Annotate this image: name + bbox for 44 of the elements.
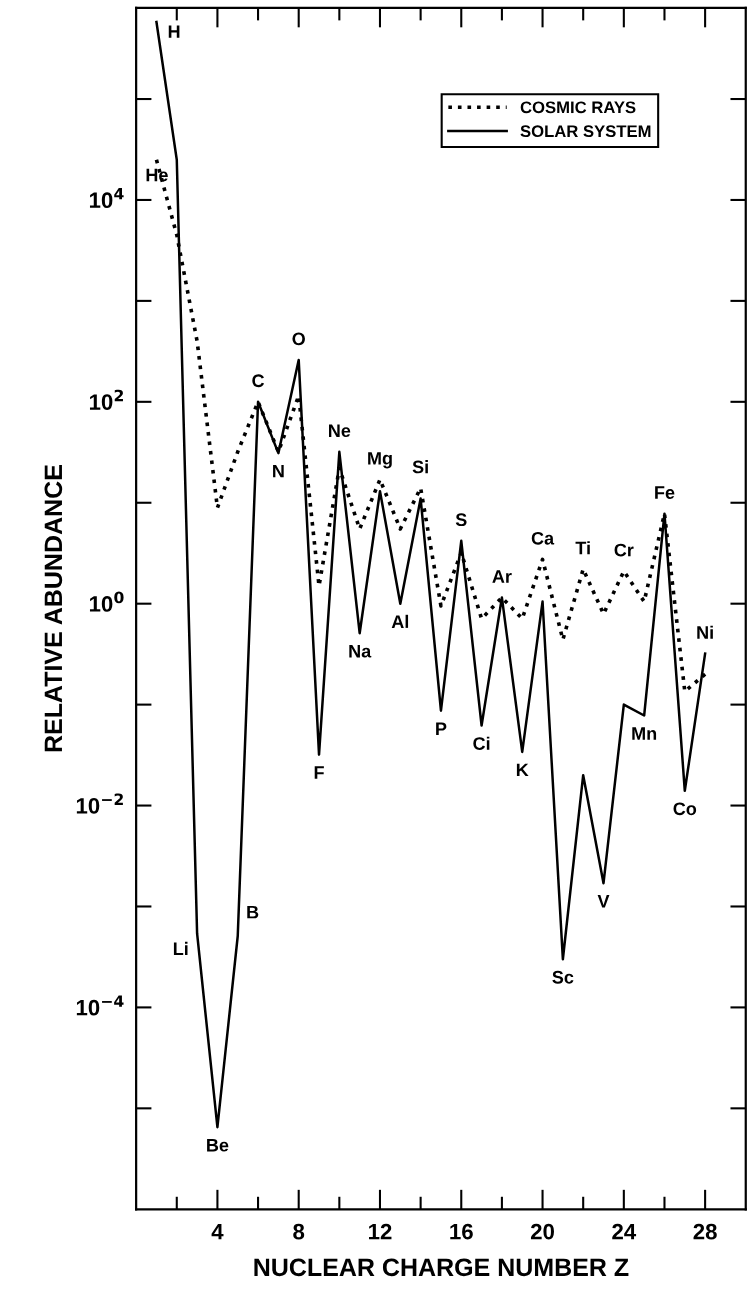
x-tick-label: 28 (693, 1223, 717, 1240)
x-tick-label: 8 (293, 1223, 305, 1240)
annotation: Cr (614, 543, 634, 557)
annotation: Ar (492, 570, 512, 583)
annotation: Si (412, 460, 428, 474)
annotation: O (292, 332, 305, 346)
annotation: Ca (531, 531, 555, 545)
annotation: Ti (575, 541, 590, 555)
annotation: Ci (473, 736, 490, 750)
annotation: H (168, 25, 180, 38)
y-axis-title: RELATIVE ABUNDANCE (44, 465, 63, 752)
legend-label: COSMIC RAYS (520, 101, 636, 114)
annotation: F (314, 766, 324, 779)
annotation: Be (207, 1139, 229, 1152)
annotation: Ne (329, 424, 351, 438)
annotation: Sc (552, 970, 574, 984)
x-tick-label: 24 (612, 1223, 637, 1240)
x-tick-label: 12 (369, 1223, 392, 1240)
annotation: Ni (697, 625, 713, 639)
annotation: N (273, 464, 284, 478)
x-axis-title: NUCLEAR CHARGE NUMBER Z (254, 1258, 629, 1277)
x-tick-label: 20 (530, 1223, 554, 1240)
annotation: Fe (655, 486, 675, 499)
legend-label: SOLAR SYSTEM (520, 125, 651, 138)
annotation: B (247, 905, 259, 919)
annotation: S (455, 513, 467, 527)
annotation: V (597, 894, 610, 908)
annotation: Mn (632, 727, 657, 740)
annotation: Co (673, 802, 697, 816)
annotation: P (436, 722, 447, 735)
y-tick-label: 10$^{0}$ (89, 591, 124, 612)
annotation: K (516, 763, 529, 777)
annotation: Al (391, 614, 409, 628)
y-tick-label: 10$^{4}$ (89, 188, 124, 209)
y-tick-label: 10$^{−4}$ (76, 995, 124, 1016)
annotation: He (146, 168, 168, 182)
annotation: C (252, 374, 265, 388)
y-tick-label: 10$^{2}$ (89, 389, 123, 410)
x-tick-label: 4 (211, 1223, 224, 1240)
annotation: Na (349, 644, 372, 658)
annotation: Mg (368, 452, 392, 469)
y-tick-label: 10$^{−2}$ (76, 793, 123, 814)
annotation: Li (173, 941, 188, 955)
x-tick-label: 16 (450, 1223, 473, 1240)
